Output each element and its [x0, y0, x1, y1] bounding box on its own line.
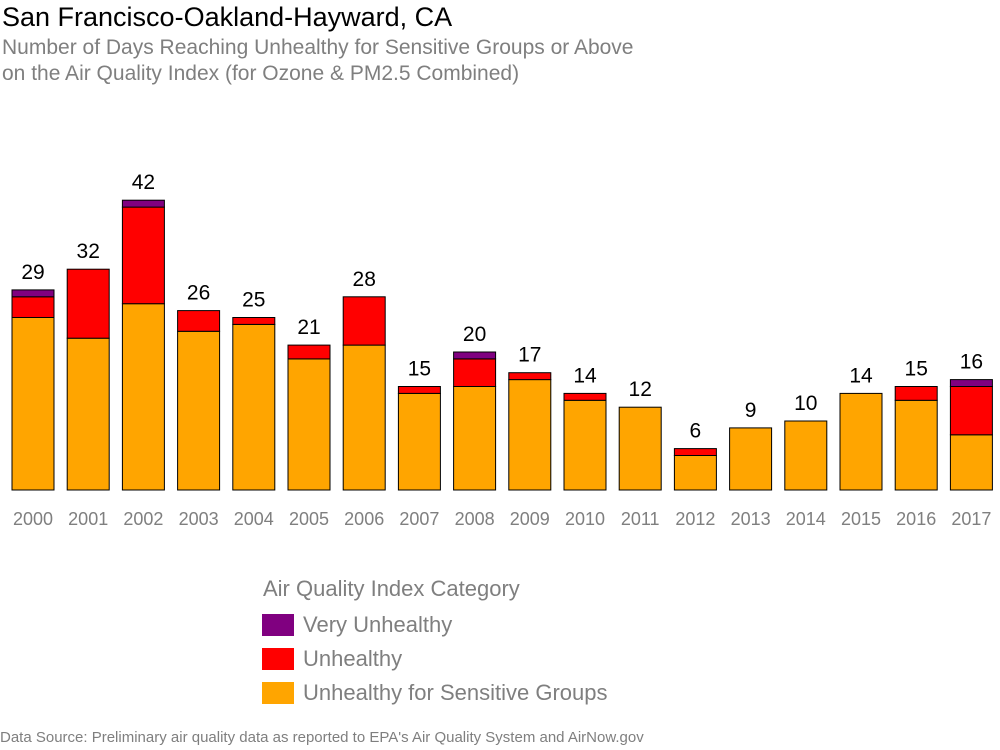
bar-segment-2002-s1 [121, 206, 165, 305]
total-label-2015: 14 [849, 364, 873, 387]
bar-segment-2000-s1 [11, 296, 55, 318]
x-tick-label-2014: 2014 [786, 509, 826, 529]
total-label-2010: 14 [573, 364, 597, 387]
legend-item-sensitive-groups: Unhealthy for Sensitive Groups [261, 680, 608, 706]
chart-subtitle-line2: on the Air Quality Index (for Ozone & PM… [2, 62, 520, 85]
bar-segment-2001-s0 [66, 337, 110, 491]
x-tick-label-2010: 2010 [565, 509, 605, 529]
total-label-2006: 28 [353, 268, 376, 291]
x-tick-label-2006: 2006 [344, 509, 384, 529]
bar-segment-2009-s1 [508, 372, 552, 381]
bar-segment-2017-s0 [949, 434, 993, 491]
bar-segment-2010-s1 [563, 392, 607, 401]
data-source-note: Data Source: Preliminary air quality dat… [0, 729, 644, 746]
bar-segment-2000-s0 [11, 317, 55, 491]
bar-segment-2014-s0 [784, 420, 828, 491]
bar-segment-2013-s0 [729, 427, 773, 491]
bar-segment-2008-s1 [453, 358, 497, 387]
total-label-2013: 9 [745, 399, 757, 422]
bar-segment-2017-s2 [949, 379, 993, 388]
x-tick-label-2016: 2016 [896, 509, 936, 529]
total-label-2007: 15 [408, 358, 431, 381]
total-label-2011: 12 [629, 378, 652, 401]
bar-segment-2007-s0 [397, 392, 441, 491]
x-tick-label-2000: 2000 [13, 509, 53, 529]
x-tick-label-2017: 2017 [951, 509, 991, 529]
total-label-2001: 32 [77, 240, 100, 263]
legend-title: Air Quality Index Category [263, 576, 520, 601]
bar-segment-2005-s0 [287, 358, 331, 491]
bar-segment-2011-s0 [618, 406, 662, 491]
bar-segment-2008-s0 [453, 386, 497, 491]
bar-segment-2004-s1 [232, 317, 276, 325]
bar-segment-2010-s0 [563, 399, 607, 491]
bar-segment-2001-s1 [66, 268, 110, 339]
total-label-2014: 10 [794, 392, 817, 415]
legend-swatch-very-unhealthy [261, 613, 295, 637]
x-tick-label-2012: 2012 [675, 509, 715, 529]
chart-title: San Francisco-Oakland-Hayward, CA [2, 2, 453, 32]
legend-item-very-unhealthy: Very Unhealthy [261, 612, 452, 638]
legend-swatch-sensitive-groups [261, 681, 295, 705]
x-tick-label-2001: 2001 [68, 509, 108, 529]
bar-segment-2000-s2 [11, 289, 55, 298]
x-tick-label-2009: 2009 [510, 509, 550, 529]
legend-item-unhealthy: Unhealthy [261, 646, 402, 672]
total-label-2005: 21 [297, 316, 320, 339]
total-label-2003: 26 [187, 282, 210, 305]
bar-segment-2006-s1 [342, 296, 386, 346]
bar-segment-2006-s0 [342, 344, 386, 491]
bar-segment-2004-s0 [232, 323, 276, 491]
total-label-2002: 42 [132, 171, 155, 194]
bar-segment-2016-s1 [894, 386, 938, 401]
chart-subtitle-line1: Number of Days Reaching Unhealthy for Se… [2, 36, 634, 59]
bar-segment-2002-s0 [121, 303, 165, 491]
bar-segment-2012-s1 [673, 448, 717, 457]
bar-segment-2007-s1 [397, 386, 441, 394]
x-tick-label-2013: 2013 [731, 509, 771, 529]
x-tick-label-2004: 2004 [234, 509, 274, 529]
total-label-2008: 20 [463, 323, 486, 346]
legend-label-sensitive-groups: Unhealthy for Sensitive Groups [303, 680, 608, 705]
total-label-2004: 25 [242, 289, 265, 312]
bar-segment-2005-s1 [287, 344, 331, 360]
bar-segment-2002-s2 [121, 199, 165, 208]
bar-segment-2016-s0 [894, 399, 938, 491]
x-tick-label-2007: 2007 [399, 509, 439, 529]
legend-swatch-unhealthy [261, 647, 295, 671]
bar-segment-2003-s1 [177, 310, 221, 332]
bar-segment-2015-s0 [839, 392, 883, 491]
bar-segment-2003-s0 [177, 330, 221, 491]
x-tick-label-2015: 2015 [841, 509, 881, 529]
bar-segment-2017-s1 [949, 386, 993, 436]
total-label-2017: 16 [960, 351, 983, 374]
total-label-2012: 6 [690, 420, 702, 443]
total-label-2009: 17 [518, 344, 541, 367]
legend-label-unhealthy: Unhealthy [303, 646, 403, 671]
bar-segment-2009-s0 [508, 379, 552, 491]
x-tick-label-2005: 2005 [289, 509, 329, 529]
legend-label-very-unhealthy: Very Unhealthy [303, 612, 453, 637]
x-tick-label-2011: 2011 [621, 509, 660, 529]
bar-segment-2008-s2 [453, 351, 497, 360]
x-tick-label-2008: 2008 [455, 509, 495, 529]
stacked-bar-chart: 29 2000 32 2001 42 2002 26 2003 25 2004 21 2005 28 20… [11, 171, 993, 529]
bar-segment-2012-s0 [673, 455, 717, 491]
x-tick-label-2003: 2003 [179, 509, 219, 529]
x-tick-label-2002: 2002 [123, 509, 163, 529]
total-label-2016: 15 [905, 358, 928, 381]
total-label-2000: 29 [21, 261, 44, 284]
